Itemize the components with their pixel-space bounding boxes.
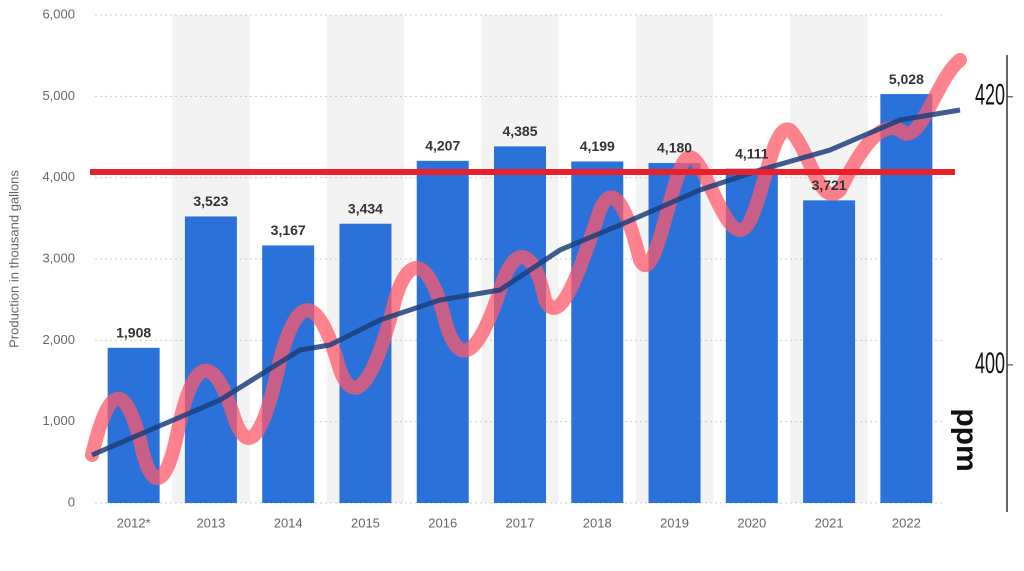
value-label: 3,721	[812, 177, 847, 193]
value-label: 4,111	[735, 145, 769, 161]
y2-tick-label: 400	[975, 347, 1005, 380]
bar	[494, 146, 546, 503]
y-tick-label: 6,000	[42, 6, 75, 21]
value-label: 4,180	[657, 140, 692, 156]
x-tick-label: 2017	[506, 515, 535, 530]
x-tick-label: 2021	[815, 515, 844, 530]
y-tick-label: 3,000	[42, 250, 75, 265]
x-tick-label: 2020	[737, 515, 766, 530]
x-tick-label: 2015	[351, 515, 380, 530]
bar	[339, 223, 392, 503]
bar	[880, 94, 933, 503]
x-tick-label: 2019	[660, 515, 689, 530]
value-label: 1,908	[116, 325, 151, 341]
value-label: 5,028	[889, 71, 924, 87]
bar	[803, 200, 856, 503]
value-label: 4,385	[502, 123, 537, 139]
y-axis-label: Production in thousand gallons	[6, 170, 21, 348]
x-tick-label: 2016	[428, 515, 457, 530]
y-tick-label: 2,000	[42, 332, 75, 347]
y2-tick-label: 420	[975, 79, 1005, 112]
seasonal-curve	[85, 53, 967, 486]
bar	[184, 216, 237, 504]
value-label: 3,523	[193, 193, 228, 209]
value-label: 3,167	[271, 222, 306, 238]
bar	[648, 163, 701, 503]
x-tick-label: 2012*	[117, 515, 151, 530]
y-tick-label: 1,000	[42, 413, 75, 428]
x-tick-label: 2014	[274, 515, 303, 530]
x-tick-label: 2022	[892, 515, 921, 530]
value-label: 3,434	[348, 200, 383, 216]
value-label: 4,207	[425, 138, 460, 154]
y-tick-label: 5,000	[42, 88, 75, 103]
y-tick-label: 4,000	[42, 169, 75, 184]
x-tick-label: 2018	[583, 515, 612, 530]
x-tick-label: 2013	[196, 515, 225, 530]
value-label: 4,199	[580, 138, 615, 154]
trend-line	[91, 107, 961, 458]
y2-axis-label: ppm	[950, 408, 983, 471]
y-tick-label: 0	[68, 494, 75, 509]
